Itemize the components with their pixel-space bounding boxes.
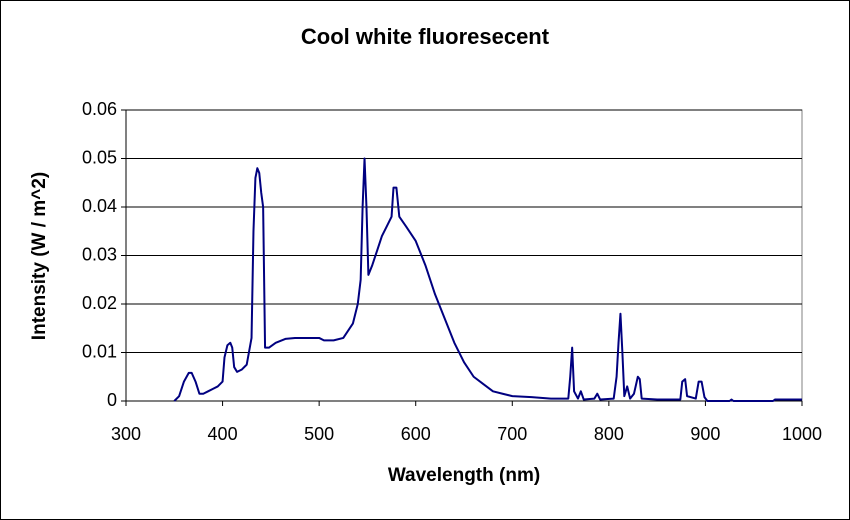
x-tick-label: 900 — [690, 424, 720, 444]
x-tick-label: 400 — [208, 424, 238, 444]
chart-title: Cool white fluoresecent — [301, 24, 550, 49]
y-tick-label: 0.02 — [82, 293, 117, 313]
x-tick-label: 800 — [594, 424, 624, 444]
x-axis-title: Wavelength (nm) — [388, 465, 540, 486]
y-tick-label: 0.05 — [82, 147, 117, 167]
x-tick-label: 500 — [304, 424, 334, 444]
y-tick-label: 0.03 — [82, 244, 117, 264]
y-tick-label: 0.06 — [82, 99, 117, 119]
y-tick-label: 0 — [107, 390, 117, 410]
x-tick-label: 300 — [111, 424, 141, 444]
y-tick-label: 0.04 — [82, 196, 117, 216]
y-axis-title: Intensity (W / m^2) — [29, 172, 50, 340]
x-tick-label: 1000 — [782, 424, 822, 444]
line — [173, 157, 802, 402]
x-tick-label: 600 — [401, 424, 431, 444]
x-tick-label: 700 — [497, 424, 527, 444]
y-tick-label: 0.01 — [82, 341, 117, 361]
